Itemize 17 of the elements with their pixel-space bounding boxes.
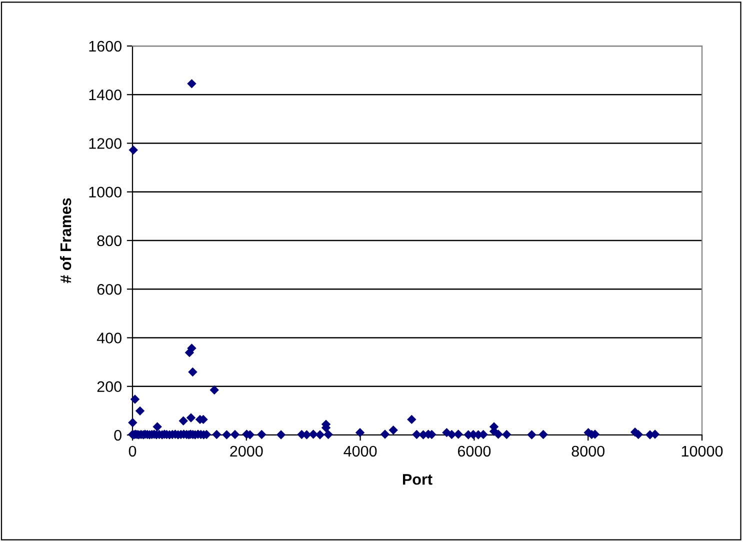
y-tick-label: 1000 [89,186,122,198]
x-tick-label: 0 [128,446,136,457]
x-tick-label: 4000 [344,446,377,457]
x-tick-label: 10000 [682,446,723,457]
y-tick-label: 0 [114,430,122,441]
y-tick-label: 1600 [89,40,122,52]
y-tick-label: 1200 [89,138,122,149]
x-tick-label: 2000 [230,446,263,457]
y-axis-title: # of Frames [60,198,72,284]
x-axis-title: Port [402,474,432,485]
x-tick-label: 6000 [458,446,491,457]
x-tick-label: 8000 [572,446,604,457]
y-tick-label: 200 [97,381,122,392]
y-tick-label: 1400 [89,89,122,100]
y-tick-label: 400 [96,332,122,344]
y-tick-label: 800 [97,235,122,246]
y-tick-label: 600 [97,284,122,295]
